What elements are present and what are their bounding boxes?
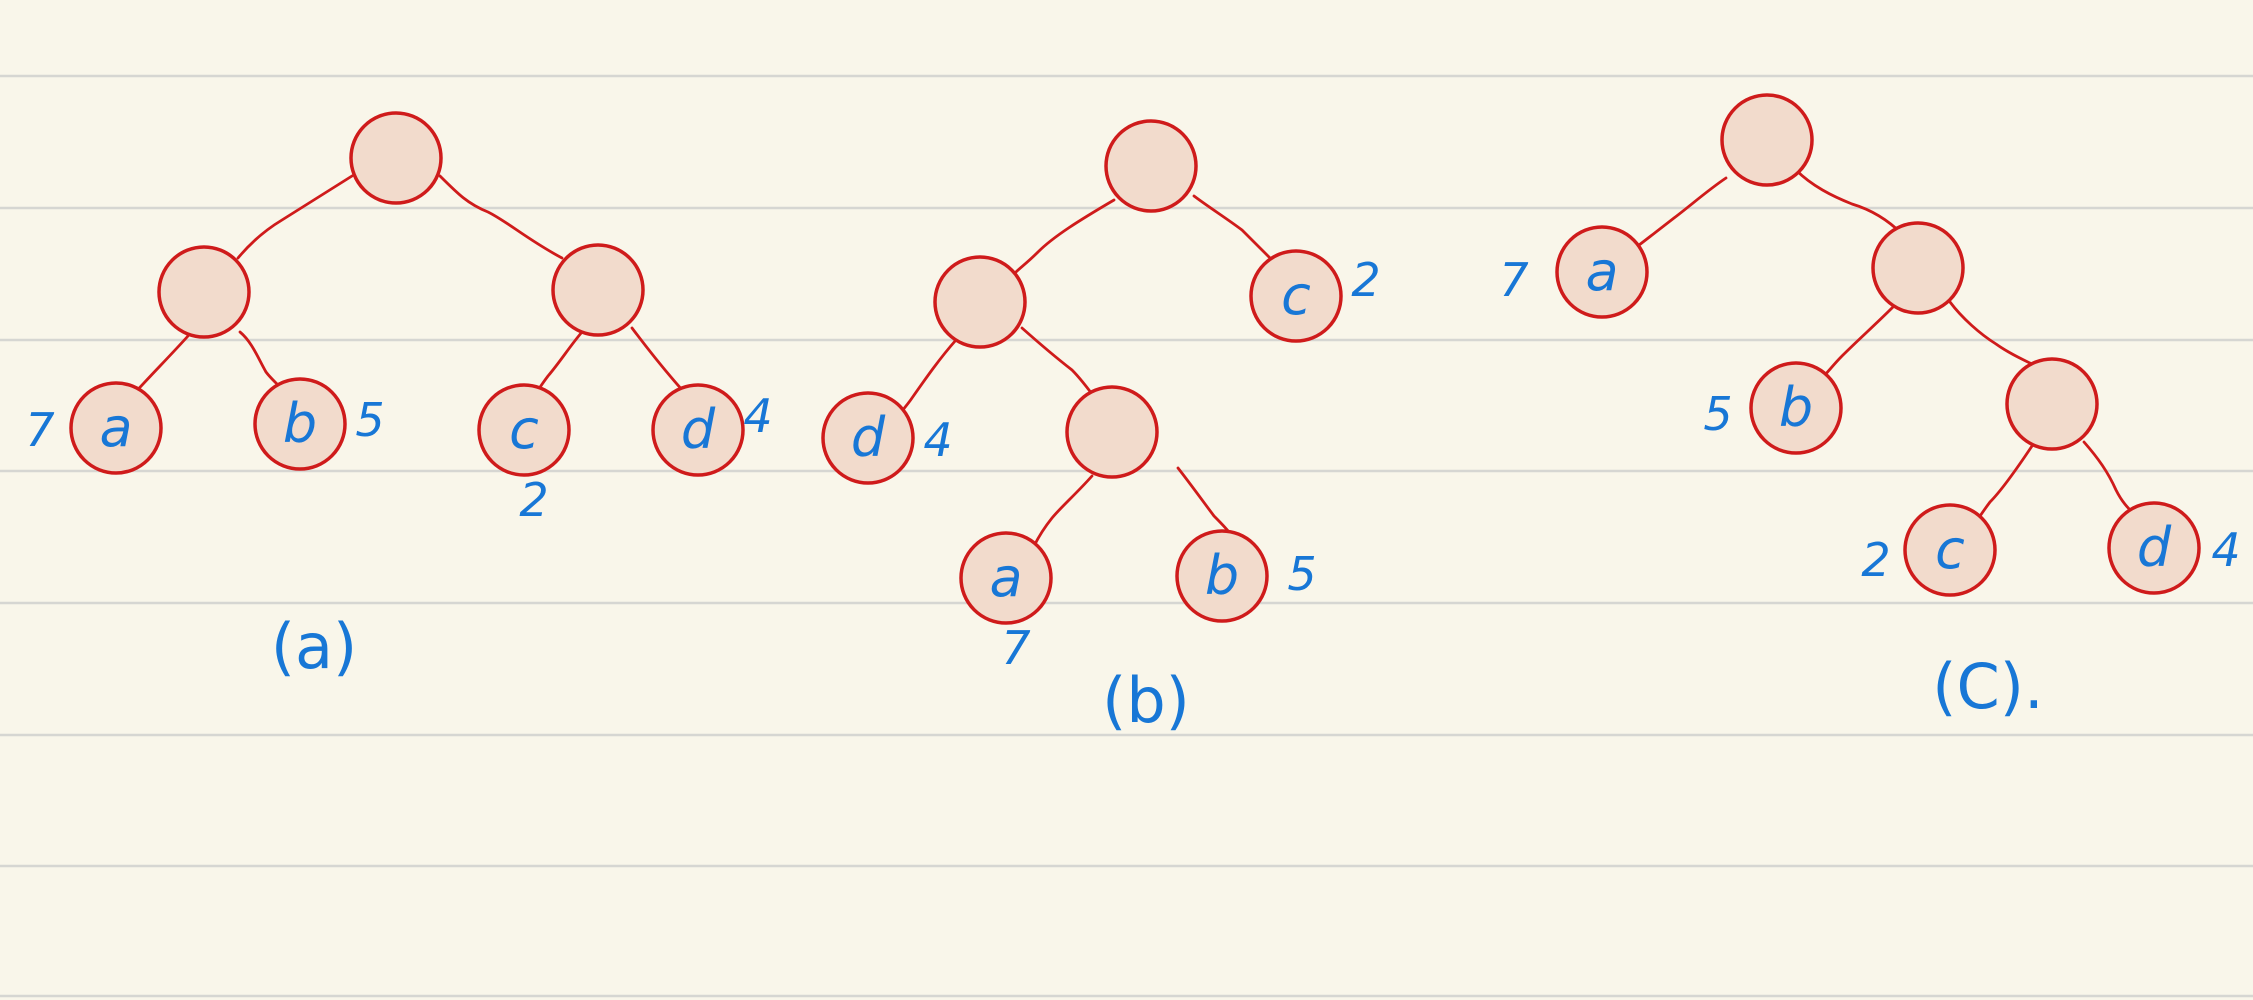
node-weight: 2 <box>519 473 548 527</box>
node-circle <box>2005 357 2099 451</box>
node-label: c <box>1935 518 1965 581</box>
edge <box>1820 304 1896 380</box>
node-circle <box>933 255 1027 349</box>
tree-node <box>1065 385 1159 479</box>
tree-node-a: a 7 <box>959 531 1053 675</box>
tree-node <box>349 111 443 205</box>
node-circle <box>1749 361 1843 455</box>
node-circle <box>551 243 645 337</box>
node-circle <box>959 531 1053 625</box>
node-label: d <box>2137 516 2172 579</box>
tree-b-nodes: c 2 d 4 a 7 b 5 <box>821 119 1381 675</box>
node-circle <box>69 381 163 475</box>
tree-node <box>1871 221 1965 315</box>
node-weight: 2 <box>1861 533 1890 587</box>
ruled-lines <box>0 74 2253 998</box>
node-label: c <box>509 398 539 461</box>
node-weight: 7 <box>1499 253 1528 307</box>
edge <box>130 334 190 398</box>
node-label: c <box>1281 264 1311 327</box>
node-circle <box>2107 501 2201 595</box>
tree-node-a: a 7 <box>25 381 163 475</box>
tree-node <box>157 245 251 339</box>
node-weight: 7 <box>1001 621 1030 675</box>
node-weight: 5 <box>1287 547 1316 601</box>
tree-node-d: d 4 <box>821 391 953 485</box>
node-circle <box>477 383 571 477</box>
node-circle <box>349 111 443 205</box>
tree-c-nodes: a 7 b 5 c 2 d <box>1499 93 2241 597</box>
node-weight: 5 <box>355 393 384 447</box>
edge <box>1974 444 2034 524</box>
node-circle <box>1871 221 1965 315</box>
tree-c-caption: (C). <box>1932 650 2043 723</box>
edge <box>1176 466 1234 538</box>
edge <box>438 174 564 260</box>
tree-b-edges <box>898 194 1274 548</box>
node-circle <box>651 383 745 477</box>
tree-node-d: d 4 <box>651 383 773 477</box>
tree-a-nodes: a 7 b 5 c 2 d 4 <box>25 111 773 527</box>
tree-node-a: a 7 <box>1499 225 1649 319</box>
node-weight: 5 <box>1703 387 1732 441</box>
tree-b-caption: (b) <box>1102 664 1190 737</box>
node-label: a <box>99 396 132 459</box>
tree-node-d: d 4 <box>2107 501 2241 595</box>
edge <box>1032 474 1094 548</box>
tree-node <box>2005 357 2099 451</box>
node-weight: 7 <box>25 403 54 457</box>
node-circle <box>1104 119 1198 213</box>
tree-a: a 7 b 5 c 2 d 4 (a) <box>25 111 773 683</box>
tree-node-b: b 5 <box>253 377 385 471</box>
node-label: b <box>283 392 317 455</box>
edge <box>898 338 958 416</box>
tree-c-edges <box>1620 168 2136 524</box>
node-circle <box>1175 529 1269 623</box>
node-circle <box>1903 503 1997 597</box>
node-circle <box>157 245 251 339</box>
edge <box>236 174 354 260</box>
node-circle <box>821 391 915 485</box>
edge <box>2082 440 2136 516</box>
node-label: d <box>681 398 716 461</box>
node-weight: 4 <box>923 413 952 467</box>
edge <box>1794 168 1904 236</box>
node-circle <box>1555 225 1649 319</box>
tree-node-c: c 2 <box>1861 503 1997 597</box>
tree-node-b: b 5 <box>1703 361 1843 455</box>
tree-node-b: b 5 <box>1175 529 1317 623</box>
tree-node-c: c 2 <box>477 383 571 527</box>
edge <box>534 330 584 396</box>
node-label: a <box>989 546 1022 609</box>
tree-node <box>1720 93 1814 187</box>
tree-b: c 2 d 4 a 7 b 5 (b) <box>821 119 1381 737</box>
node-label: d <box>851 406 886 469</box>
node-circle <box>1720 93 1814 187</box>
tree-node <box>551 243 645 337</box>
tree-a-caption: (a) <box>271 610 357 683</box>
node-circle <box>1249 249 1343 343</box>
node-circle <box>253 377 347 471</box>
node-weight: 4 <box>2211 523 2240 577</box>
edge <box>630 326 686 394</box>
node-weight: 2 <box>1351 253 1380 307</box>
edge <box>1014 198 1116 274</box>
edge <box>1020 326 1094 396</box>
tree-c: a 7 b 5 c 2 d <box>1499 93 2241 723</box>
node-weight: 4 <box>743 389 772 443</box>
edge <box>1192 194 1274 262</box>
tree-node-c: c 2 <box>1249 249 1381 343</box>
node-label: a <box>1585 240 1618 303</box>
tree-node <box>933 255 1027 349</box>
node-label: b <box>1779 376 1813 439</box>
tree-node <box>1104 119 1198 213</box>
edge <box>1948 300 2038 368</box>
node-label: b <box>1205 544 1239 607</box>
node-circle <box>1065 385 1159 479</box>
